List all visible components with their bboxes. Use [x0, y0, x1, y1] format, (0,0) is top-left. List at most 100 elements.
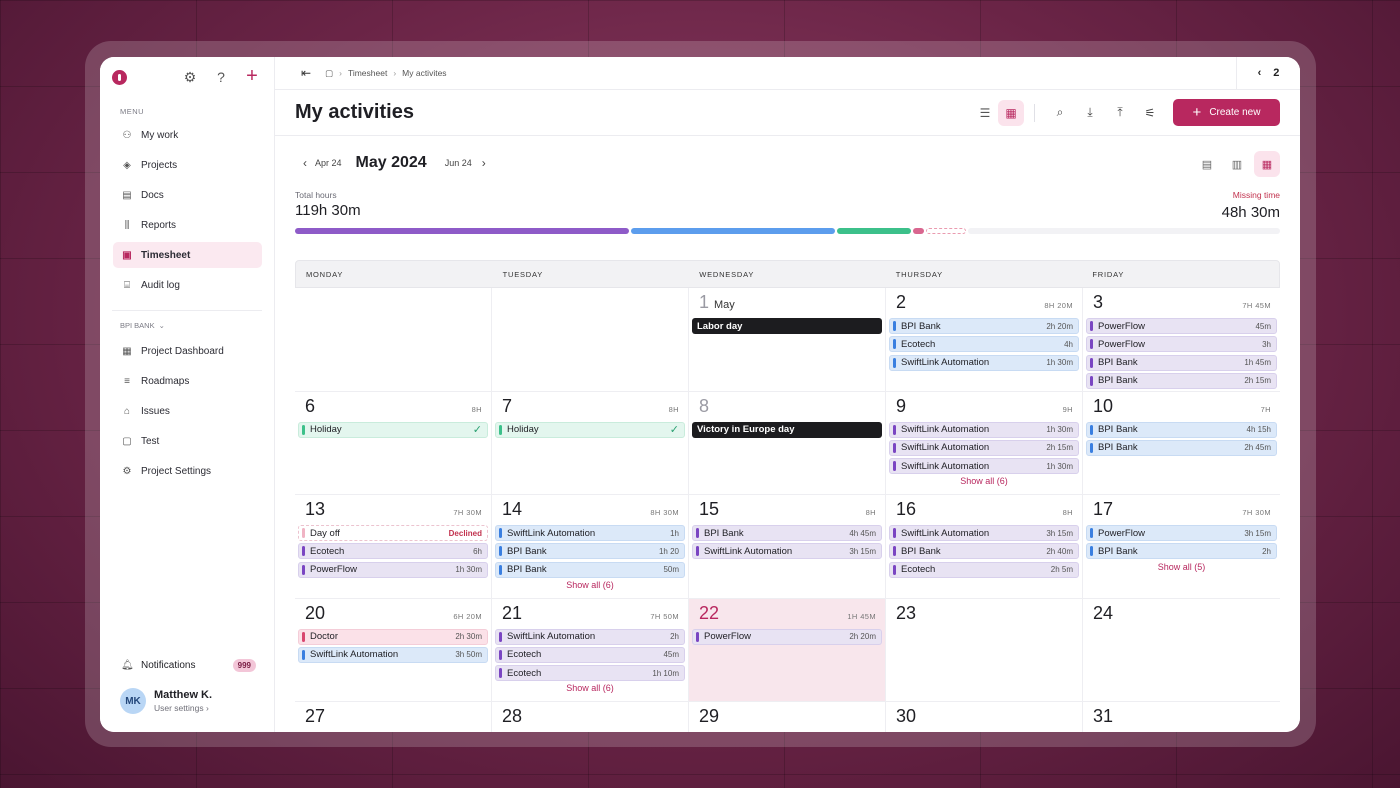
list-view-icon[interactable]: ☰ — [979, 105, 991, 120]
calendar-day[interactable] — [492, 288, 689, 392]
help-icon[interactable]: ? — [217, 68, 225, 85]
event-entry[interactable]: Ecotech 6h — [298, 543, 488, 560]
event-entry[interactable]: Labor day — [692, 318, 882, 334]
event-entry[interactable]: SwiftLink Automation 1h — [495, 525, 685, 541]
calendar-view-icon[interactable]: ▦ — [998, 99, 1024, 126]
plus-icon[interactable]: + — [246, 64, 258, 87]
event-entry[interactable]: Ecotech 1h 10m — [495, 665, 685, 682]
event-entry[interactable]: SwiftLink Automation 1h 30m — [889, 354, 1079, 371]
calendar-day[interactable]: 2 8H 20M BPI Bank 2h 20m Ecotech 4h SwiftLink … — [886, 288, 1083, 392]
event-entry[interactable]: PowerFlow 3h — [1086, 336, 1277, 353]
home-icon[interactable]: ▢ — [325, 67, 334, 78]
upload-icon[interactable]: ⤒ — [1117, 105, 1123, 119]
download-icon[interactable]: ⤓ — [1087, 105, 1093, 119]
sidebar-item-test[interactable]: ▢ Test — [113, 428, 262, 454]
app-logo[interactable] — [112, 69, 127, 85]
sidebar-item-roadmaps[interactable]: ≡ Roadmaps — [113, 368, 262, 394]
create-new-button[interactable]: + Create new — [1173, 99, 1280, 126]
show-all-link[interactable]: Show all (6) — [566, 683, 614, 694]
event-entry[interactable]: Doctor 2h 30m — [298, 628, 488, 645]
event-entry[interactable]: Holiday ✓ — [495, 421, 685, 438]
calendar-day[interactable]: 15 8H BPI Bank 4h 45m SwiftLink Automation 3h… — [689, 495, 886, 599]
next-month-label[interactable]: Jun 24 — [444, 158, 472, 168]
event-entry[interactable]: BPI Bank 50m — [495, 561, 685, 578]
sidebar-item-audit-log[interactable]: ⌸ Audit log — [113, 272, 262, 298]
calendar-day[interactable]: 21 7H 50M SwiftLink Automation 2h Ecotech 45m… — [492, 598, 689, 702]
event-entry[interactable]: PowerFlow 2h 20m — [692, 628, 882, 645]
chevron-left-icon[interactable]: ‹ — [1257, 67, 1262, 79]
event-entry[interactable]: Victory in Europe day — [692, 421, 882, 438]
calendar-day[interactable]: 3 7H 45M PowerFlow 45m PowerFlow 3h BPI Bank 1h… — [1083, 288, 1280, 392]
event-entry[interactable]: Ecotech 2h 5m — [889, 561, 1079, 578]
calendar-day[interactable]: 1 May Labor day — [689, 288, 886, 392]
event-entry[interactable]: SwiftLink Automation 3h 15m — [889, 525, 1079, 541]
calendar-day[interactable]: 17 7H 30M PowerFlow 3h 15m BPI Bank 2h Show al… — [1083, 495, 1280, 599]
event-entry[interactable]: SwiftLink Automation 2h 15m — [889, 439, 1079, 456]
event-entry[interactable]: BPI Bank 2h — [1086, 543, 1277, 560]
sidebar-item-timesheet[interactable]: ▣ Timesheet — [113, 242, 262, 268]
calendar-day[interactable]: 24 — [1083, 599, 1280, 702]
event-entry[interactable]: Holiday ✓ — [298, 421, 488, 438]
event-entry[interactable]: BPI Bank 1h 20 — [495, 543, 685, 560]
calendar-day[interactable]: 20 6H 20M Doctor 2h 30m SwiftLink Automation… — [295, 598, 492, 702]
calendar-day[interactable]: 27 — [295, 702, 492, 732]
calendar-day[interactable] — [295, 288, 492, 392]
show-all-link[interactable]: Show all (6) — [960, 476, 1008, 487]
project-group-selector[interactable]: BPI BANK ⌄ — [100, 321, 274, 330]
search-icon[interactable]: ⌕ — [1056, 105, 1064, 119]
week-range-icon[interactable]: ▥ — [1231, 158, 1243, 171]
event-entry[interactable]: SwiftLink Automation 1h 30m — [889, 421, 1079, 438]
calendar-day[interactable]: 16 8H SwiftLink Automation 3h 15m BPI Bank 2h… — [886, 495, 1083, 599]
event-entry[interactable]: PowerFlow 1h 30m — [298, 561, 488, 578]
event-entry[interactable]: BPI Bank 2h 20m — [889, 318, 1079, 334]
notifications-item[interactable]: 🔔︎ Notifications 999 — [113, 652, 262, 678]
calendar-day[interactable]: 31 — [1083, 702, 1280, 732]
event-entry[interactable]: SwiftLink Automation 3h 15m — [692, 543, 882, 560]
calendar-day[interactable]: 22 1H 45M PowerFlow 2h 20m — [689, 598, 886, 702]
event-entry[interactable]: SwiftLink Automation 1h 30m — [889, 458, 1079, 475]
calendar-day[interactable]: 30 — [886, 702, 1083, 732]
calendar-day[interactable]: 23 — [886, 598, 1083, 702]
calendar-day[interactable]: 14 8H 30M SwiftLink Automation 1h BPI Bank 1h… — [492, 495, 689, 599]
event-entry[interactable]: BPI Bank 2h 40m — [889, 543, 1079, 560]
event-entry[interactable]: PowerFlow 3h 15m — [1086, 525, 1277, 541]
event-entry[interactable]: PowerFlow 45m — [1086, 318, 1277, 334]
sidebar-item-projects[interactable]: ◈ Projects — [113, 152, 262, 178]
show-all-link[interactable]: Show all (6) — [566, 579, 614, 590]
event-entry[interactable]: BPI Bank 1h 45m — [1086, 354, 1277, 371]
event-entry[interactable]: BPI Bank 2h 15m — [1086, 372, 1277, 389]
calendar-day[interactable]: 29 — [689, 702, 886, 732]
user-profile[interactable]: MK Matthew K. User settings › — [100, 688, 274, 714]
user-settings-link[interactable]: User settings › — [154, 703, 209, 713]
calendar-day[interactable]: 8 Victory in Europe day — [689, 391, 886, 495]
event-entry[interactable]: BPI Bank 2h 45m — [1086, 439, 1277, 456]
event-entry[interactable]: BPI Bank 4h 15h — [1086, 421, 1277, 438]
sidebar-item-issues[interactable]: ⌂ Issues — [113, 398, 262, 424]
prev-month-icon[interactable]: ‹ — [303, 156, 307, 170]
sidebar-item-docs[interactable]: ▤ Docs — [113, 182, 262, 208]
filter-icon[interactable]: ⚟ — [1144, 105, 1156, 120]
event-entry[interactable]: Ecotech 4h — [889, 336, 1079, 353]
event-entry[interactable]: BPI Bank 4h 45m — [692, 525, 882, 541]
calendar-day[interactable]: 10 7H BPI Bank 4h 15h BPI Bank 2h 45m — [1083, 392, 1280, 495]
calendar-day[interactable]: 13 7H 30M Day off Declined Ecotech 6h PowerFlo… — [295, 495, 492, 599]
sidebar-item-my-work[interactable]: ⚇ My work — [113, 122, 262, 148]
breadcrumb-timesheet[interactable]: Timesheet — [347, 68, 388, 78]
event-entry[interactable]: Day off Declined — [298, 525, 488, 541]
show-all-link[interactable]: Show all (5) — [1157, 561, 1206, 572]
calendar-day[interactable]: 7 8H Holiday ✓ — [492, 391, 689, 495]
event-entry[interactable]: SwiftLink Automation 3h 50m — [298, 646, 488, 663]
day-range-icon[interactable]: ▤ — [1201, 158, 1213, 171]
calendar-day[interactable]: 28 — [492, 702, 689, 732]
event-entry[interactable]: Ecotech 45m — [495, 646, 685, 663]
prev-month-label[interactable]: Apr 24 — [315, 158, 342, 168]
calendar-day[interactable]: 9 9H SwiftLink Automation 1h 30m SwiftLink A… — [886, 391, 1083, 495]
month-range-icon[interactable]: ▦ — [1254, 151, 1280, 177]
collapse-sidebar-icon[interactable]: ⇤ — [301, 66, 312, 80]
settings-icon[interactable]: ⚙ — [183, 68, 197, 85]
sidebar-item-project-settings[interactable]: ⚙ Project Settings — [113, 458, 262, 484]
calendar-day[interactable]: 6 8H Holiday ✓ — [295, 391, 492, 495]
next-month-icon[interactable]: › — [481, 156, 486, 170]
sidebar-item-project-dashboard[interactable]: ▦ Project Dashboard — [113, 338, 262, 364]
event-entry[interactable]: SwiftLink Automation 2h — [495, 628, 685, 645]
